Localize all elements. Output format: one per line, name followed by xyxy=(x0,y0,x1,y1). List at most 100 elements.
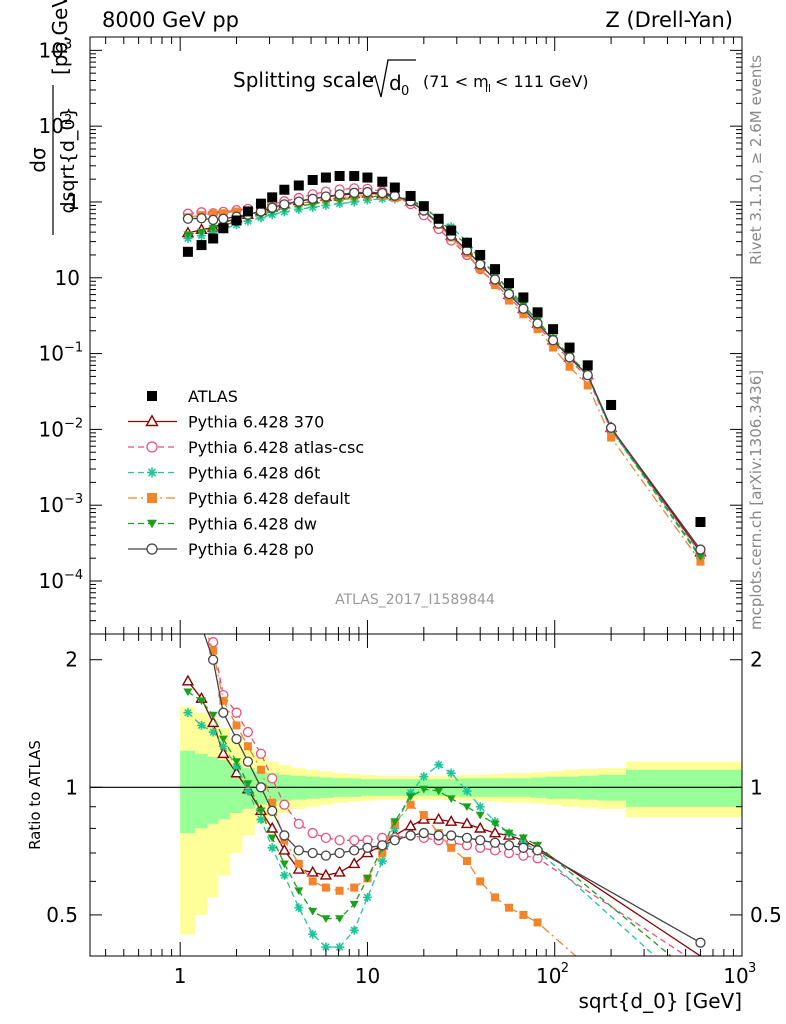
data-point xyxy=(232,207,241,216)
y-tick-label: 10 xyxy=(39,493,64,517)
data-point xyxy=(695,544,706,555)
ratio-point xyxy=(255,748,267,759)
ratio-point xyxy=(256,807,266,816)
data-point xyxy=(334,189,345,200)
data-point xyxy=(549,343,558,352)
y-tick-label-exp: −2 xyxy=(64,416,83,431)
ratio-point xyxy=(320,832,332,843)
ratio-point xyxy=(231,707,242,718)
ratio-point xyxy=(462,786,472,796)
ratio-point xyxy=(446,768,456,778)
data-point xyxy=(218,223,229,234)
ratio-point xyxy=(333,865,346,877)
data-point xyxy=(433,213,444,224)
data-point xyxy=(491,281,500,290)
ratio-point xyxy=(207,654,219,665)
y-tick-label-exp: 2 xyxy=(64,113,72,128)
ratio-point xyxy=(335,915,345,923)
ratio-line xyxy=(187,680,701,956)
ratio-point xyxy=(319,868,333,880)
data-point xyxy=(377,187,388,199)
title-range: (71 < m xyxy=(423,72,489,91)
data-point xyxy=(565,362,574,371)
ylabel-numerator: dσ xyxy=(26,147,50,173)
data-point xyxy=(219,209,228,218)
data-point xyxy=(279,184,290,195)
ratio-point xyxy=(462,857,471,866)
legend-marker xyxy=(146,543,158,555)
series-pythia-6-428-default xyxy=(183,191,705,566)
ratio-point xyxy=(232,758,242,766)
title-text: Splitting scale xyxy=(233,68,374,92)
ratio-point xyxy=(460,817,474,829)
ratio-point xyxy=(533,918,542,927)
data-point xyxy=(293,180,304,191)
ratio-line xyxy=(210,634,688,956)
data-point xyxy=(255,198,266,209)
ratio-point xyxy=(232,721,241,730)
ratio-point xyxy=(348,857,361,869)
mcplots-label: mcplots.cern.ch [arXiv:1306.3436] xyxy=(747,370,765,630)
data-point xyxy=(533,325,542,334)
data-point xyxy=(208,224,218,233)
ratio-point xyxy=(518,842,529,853)
ratio-line xyxy=(187,712,656,956)
ratio-point xyxy=(349,900,359,909)
series-atlas xyxy=(182,171,706,528)
ratio-point xyxy=(267,805,278,817)
data-point xyxy=(207,214,219,226)
title-range-sub: ll xyxy=(485,82,491,95)
ratio-point xyxy=(518,834,528,843)
ratio-series-pythia-6-428-dw xyxy=(183,688,672,956)
ylabel-denominator: dsqrt{d_0} xyxy=(57,106,79,213)
data-point xyxy=(279,199,290,210)
ratio-point xyxy=(294,887,304,896)
data-point xyxy=(504,278,515,289)
ratio-point xyxy=(321,883,330,892)
ratio-point xyxy=(218,741,228,751)
ratio-point xyxy=(183,708,193,718)
legend-marker xyxy=(145,414,159,427)
legend-marker xyxy=(147,519,157,529)
ratio-point xyxy=(267,834,277,843)
data-point xyxy=(606,399,617,410)
ratio-point xyxy=(489,837,501,848)
ratio-point xyxy=(255,782,267,793)
data-point xyxy=(209,209,218,218)
x-ticks: 1 10 10 2 10 3 xyxy=(105,37,756,988)
ratio-point xyxy=(279,799,290,810)
ratio-point xyxy=(307,827,318,839)
ratio-point xyxy=(256,814,266,824)
legend-entry: Pythia 6.428 p0 xyxy=(128,540,314,559)
ratio-point xyxy=(349,835,360,846)
ratio-point xyxy=(405,830,416,841)
data-point xyxy=(489,274,501,285)
data-point xyxy=(418,201,429,212)
data-point xyxy=(518,292,529,303)
ratio-point xyxy=(475,835,486,846)
y-tick-label-exp: −4 xyxy=(64,568,83,583)
data-point xyxy=(293,196,304,207)
ratio-point xyxy=(476,877,485,886)
data-point xyxy=(362,172,373,183)
ratio-point xyxy=(475,802,485,812)
ratio-plot-area xyxy=(90,634,742,956)
y-tick-label-exp: 3 xyxy=(64,37,72,52)
ratio-point xyxy=(350,883,359,892)
ratio-point xyxy=(243,742,252,751)
data-point xyxy=(307,174,318,185)
data-point xyxy=(475,259,486,270)
data-point xyxy=(389,182,400,193)
ratio-point xyxy=(292,862,305,874)
data-point xyxy=(564,352,575,363)
data-point xyxy=(389,190,400,201)
ratio-point xyxy=(197,697,207,706)
ratio-point xyxy=(267,843,277,853)
data-point xyxy=(334,171,345,182)
analysis-id: ATLAS_2017_I1589844 xyxy=(335,592,495,608)
ratio-point xyxy=(308,929,318,939)
ratio-point xyxy=(432,812,445,824)
ratio-point xyxy=(266,821,279,833)
